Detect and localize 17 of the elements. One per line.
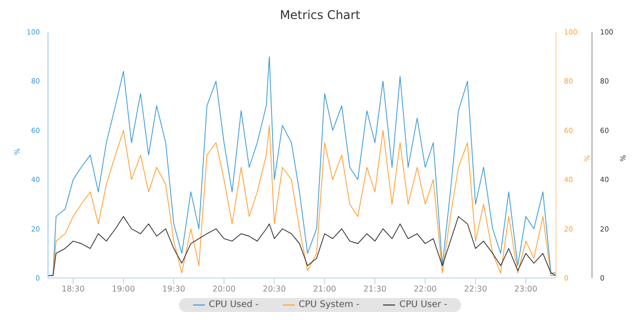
legend-label: CPU User - [398, 300, 448, 310]
x-tick-label: 21:30 [363, 284, 386, 294]
line-series [48, 216, 556, 276]
x-tick-label: 19:30 [162, 284, 186, 294]
legend-label: CPU Used - [208, 300, 259, 310]
line-series [52, 125, 556, 276]
chart-title: Metrics Chart [278, 8, 362, 24]
x-tick-label: 22:30 [464, 284, 488, 294]
x-tick-label: 20:30 [262, 284, 286, 294]
line-series [52, 56, 556, 276]
x-tick-label: 23:00 [514, 284, 538, 294]
x-tick-label: 20:00 [212, 284, 236, 294]
x-tick-label: 21:00 [313, 284, 336, 294]
x-tick-label: 22:00 [414, 284, 437, 294]
legend-label: CPU System - [298, 300, 360, 310]
x-tick-label: 19:00 [112, 284, 135, 294]
x-tick-label: 18:30 [62, 284, 85, 294]
